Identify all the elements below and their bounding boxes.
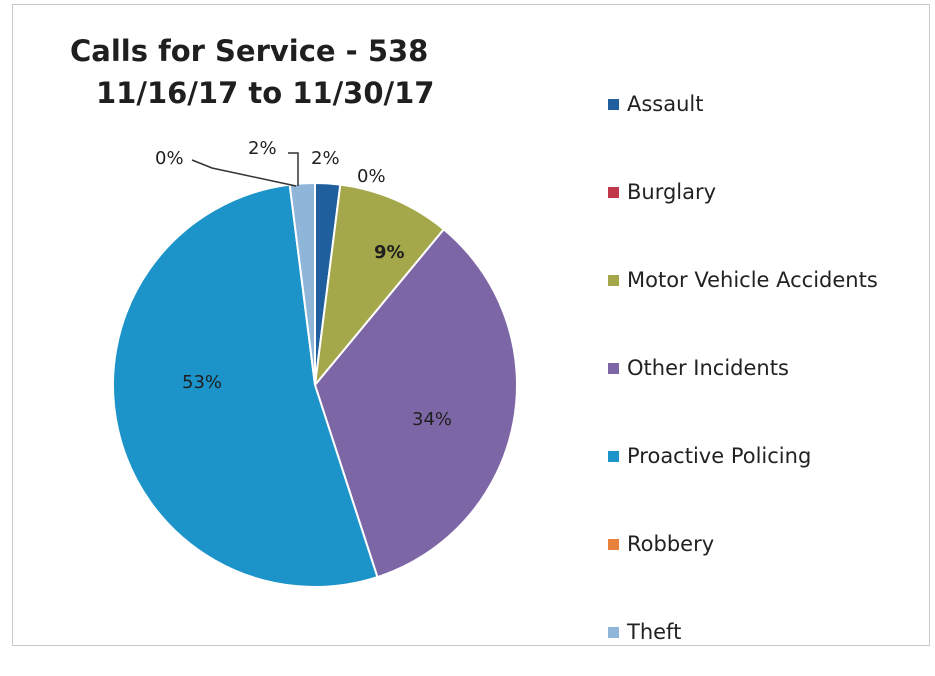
slice-label-assault: 2% (311, 148, 340, 169)
chart-subtitle: 11/16/17 to 11/30/17 (96, 76, 435, 110)
slice-label-theft: 2% (248, 138, 277, 159)
legend-swatch (608, 362, 619, 374)
legend-item-other-incidents: Other Incidents (608, 324, 928, 412)
legend-swatch (608, 626, 619, 638)
slice-label-proactive-policing: 53% (182, 372, 222, 393)
legend-label: Burglary (627, 180, 717, 204)
slice-label-other-incidents: 34% (412, 409, 452, 430)
legend-item-motor-vehicle-accidents: Motor Vehicle Accidents (608, 236, 928, 324)
pie-slice-proactive-policing (112, 183, 379, 588)
pie-slice-other-incidents (313, 227, 518, 579)
legend-item-theft: Theft (608, 588, 928, 676)
slice-label-burglary: 0% (357, 166, 386, 187)
legend-swatch (608, 186, 619, 198)
legend-label: Assault (627, 92, 704, 116)
legend-label: Motor Vehicle Accidents (627, 268, 878, 292)
leader-line-theft (288, 152, 299, 186)
legend-swatch (608, 450, 619, 462)
legend-item-burglary: Burglary (608, 148, 928, 236)
legend-item-assault: Assault (608, 60, 928, 148)
chart-title-block: Calls for Service - 538 11/16/17 to 11/3… (70, 30, 510, 114)
slice-label-motor-vehicle-accidents: 9% (374, 242, 405, 263)
legend-label: Proactive Policing (627, 444, 812, 468)
chart-title: Calls for Service - 538 (70, 34, 429, 68)
legend-label: Robbery (627, 532, 715, 556)
legend-item-robbery: Robbery (608, 500, 928, 588)
legend-item-proactive-policing: Proactive Policing (608, 412, 928, 500)
pie-chart: 2% 0% 9% 34% 53% 0% 2% (112, 138, 518, 588)
legend-label: Theft (627, 620, 682, 644)
legend-swatch (608, 98, 619, 110)
chart-legend: Assault Burglary Motor Vehicle Accidents Ot… (608, 60, 928, 676)
legend-swatch (608, 274, 619, 286)
slice-label-robbery: 0% (155, 148, 184, 169)
legend-swatch (608, 538, 619, 550)
leader-line-robbery (191, 159, 297, 187)
legend-label: Other Incidents (627, 356, 789, 380)
pie-slice-motor-vehicle-accidents (313, 183, 446, 389)
